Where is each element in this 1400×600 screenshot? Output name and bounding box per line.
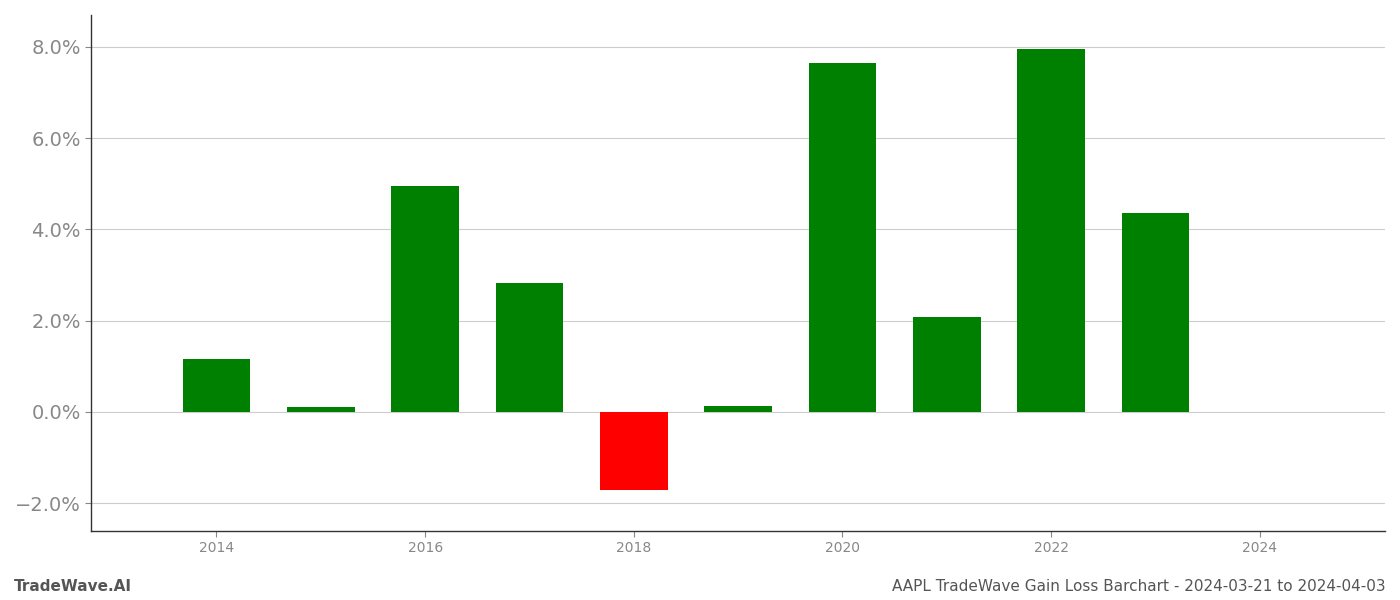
Bar	[704, 406, 771, 412]
Bar	[182, 359, 251, 412]
Bar	[913, 317, 981, 412]
Bar	[601, 412, 668, 490]
Bar	[496, 283, 563, 412]
Bar	[1121, 214, 1190, 412]
Bar	[391, 186, 459, 412]
Text: TradeWave.AI: TradeWave.AI	[14, 579, 132, 594]
Bar	[287, 407, 354, 412]
Bar	[1018, 49, 1085, 412]
Bar	[809, 63, 876, 412]
Text: AAPL TradeWave Gain Loss Barchart - 2024-03-21 to 2024-04-03: AAPL TradeWave Gain Loss Barchart - 2024…	[892, 579, 1386, 594]
